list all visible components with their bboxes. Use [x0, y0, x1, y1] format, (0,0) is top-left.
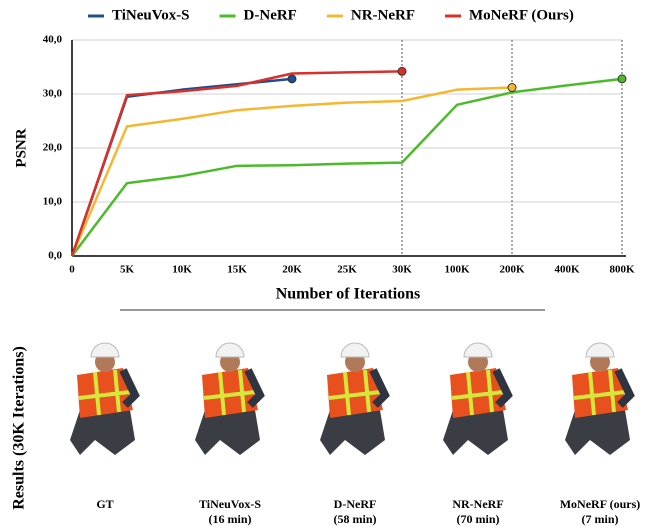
worker-image	[320, 343, 385, 455]
worker-image	[70, 343, 135, 455]
legs	[443, 410, 508, 455]
helmet	[216, 343, 244, 357]
y-tick-label: 10,0	[43, 196, 63, 208]
x-tick-label: 30K	[392, 264, 412, 276]
end-marker	[618, 75, 626, 83]
x-tick-label: 200K	[499, 264, 525, 276]
y-tick-label: 40,0	[43, 34, 63, 46]
x-tick-label: 800K	[609, 264, 635, 276]
end-marker	[508, 84, 516, 92]
figure: Number of Iterations PSNR Results (30K I…	[0, 0, 657, 531]
helmet	[586, 343, 614, 357]
result-time: (58 min)	[334, 512, 377, 526]
result-name: TiNeuVox-S	[199, 497, 261, 511]
helmet	[91, 343, 119, 357]
end-marker	[398, 67, 406, 75]
x-axis-title: Number of Iterations	[276, 286, 421, 303]
worker-image	[565, 343, 630, 455]
result-time: (70 min)	[457, 512, 500, 526]
y-tick-label: 20,0	[43, 142, 63, 154]
legs	[565, 410, 630, 455]
y-tick-label: 30,0	[43, 88, 63, 100]
result-time: (7 min)	[582, 512, 619, 526]
result-time: (16 min)	[209, 512, 252, 526]
x-tick-label: 15K	[227, 264, 247, 276]
x-tick-label: 400K	[554, 264, 580, 276]
results-title: Results (30K Iterations)	[11, 346, 28, 510]
x-tick-label: 0	[69, 264, 75, 276]
x-tick-label: 25K	[337, 264, 357, 276]
series-line	[72, 79, 292, 256]
helmet	[464, 343, 492, 357]
series-line	[72, 88, 512, 256]
result-name: D-NeRF	[334, 497, 377, 511]
legs	[70, 410, 135, 455]
end-marker	[288, 75, 296, 83]
legend-label: NR-NeRF	[351, 7, 415, 23]
y-axis-title: PSNR	[13, 128, 29, 167]
legend-label: MoNeRF (Ours)	[469, 7, 574, 23]
legend-label: D-NeRF	[244, 7, 297, 23]
worker-image	[443, 343, 508, 455]
result-name: NR-NeRF	[452, 497, 503, 511]
result-name: MoNeRF (ours)	[560, 497, 641, 511]
x-tick-label: 10K	[172, 264, 192, 276]
x-tick-label: 100K	[444, 264, 470, 276]
legend-label: TiNeuVox-S	[112, 7, 190, 23]
y-tick-label: 0,0	[48, 250, 62, 262]
result-name: GT	[96, 497, 113, 511]
legs	[320, 410, 385, 455]
series-line	[72, 79, 622, 256]
worker-image	[195, 343, 260, 455]
legs	[195, 410, 260, 455]
x-tick-label: 5K	[120, 264, 135, 276]
x-tick-label: 20K	[282, 264, 302, 276]
helmet	[341, 343, 369, 357]
